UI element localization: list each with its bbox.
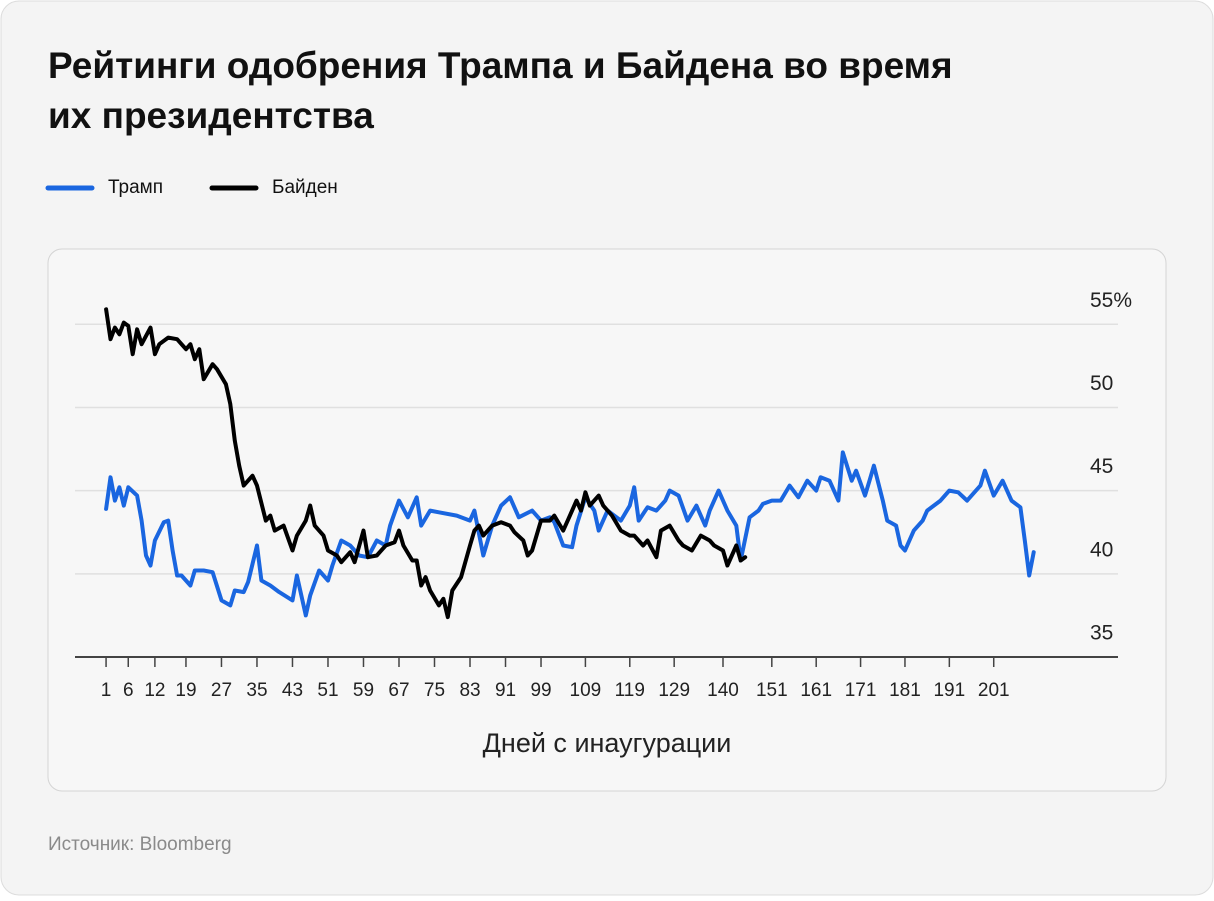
x-tick-label: 75 bbox=[424, 680, 445, 701]
x-tick-label: 99 bbox=[530, 680, 551, 701]
y-tick-label: 40 bbox=[1090, 538, 1113, 561]
x-tick-label: 201 bbox=[978, 680, 1010, 701]
chart-title: Рейтинги одобрения Трампа и Байдена во в… bbox=[48, 45, 953, 136]
series-line bbox=[104, 307, 748, 620]
x-tick-label: 151 bbox=[756, 680, 788, 701]
x-tick-label: 59 bbox=[353, 680, 374, 701]
source: Источник: Bloomberg bbox=[48, 834, 232, 855]
y-tick-label: 50 bbox=[1090, 372, 1113, 395]
x-tick-label: 51 bbox=[317, 680, 338, 701]
x-tick-label: 181 bbox=[889, 680, 921, 701]
x-tick-label: 171 bbox=[845, 680, 877, 701]
x-axis-label: Дней с инаугурации bbox=[483, 728, 732, 758]
x-tick-label: 129 bbox=[658, 680, 690, 701]
x-tick-label: 109 bbox=[570, 680, 602, 701]
x-tick-label: 119 bbox=[615, 680, 645, 701]
legend-label: Байден bbox=[272, 177, 338, 198]
x-tick-label: 12 bbox=[144, 680, 165, 701]
x-tick-label: 27 bbox=[211, 680, 232, 701]
x-tick-label: 191 bbox=[933, 680, 965, 701]
x-tick-label: 83 bbox=[459, 680, 480, 701]
x-tick-label: 35 bbox=[246, 680, 267, 701]
x-tick-label: 161 bbox=[800, 680, 832, 701]
x-tick-label: 19 bbox=[175, 680, 196, 701]
x-tick-label: 140 bbox=[707, 680, 739, 701]
series-line bbox=[104, 450, 1036, 618]
legend-label: Трамп bbox=[108, 177, 163, 198]
x-tick-label: 1 bbox=[101, 680, 112, 701]
x-tick-label: 91 bbox=[495, 680, 516, 701]
y-tick-label: 35 bbox=[1090, 622, 1113, 645]
x-tick-label: 67 bbox=[388, 680, 409, 701]
y-tick-label: 55% bbox=[1090, 289, 1132, 312]
x-tick-label: 6 bbox=[123, 680, 134, 701]
y-tick-label: 45 bbox=[1090, 455, 1113, 478]
plot-panel bbox=[47, 248, 1167, 792]
x-tick-label: 43 bbox=[282, 680, 303, 701]
